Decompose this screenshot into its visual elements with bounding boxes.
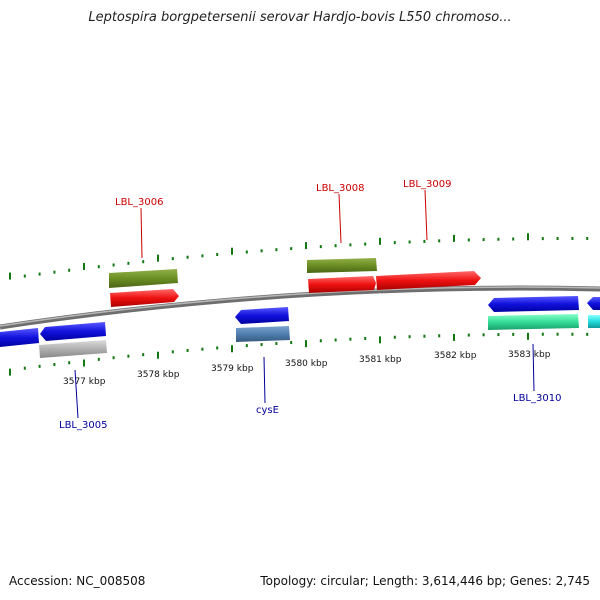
tick-label: 3579 kbp: [211, 364, 254, 374]
gene-feature-reverse: [39, 340, 107, 358]
tick-label: 3581 kbp: [359, 355, 402, 365]
tick-label: 3577 kbp: [63, 377, 106, 387]
gene-feature-forward: [307, 258, 377, 273]
gene-label-lbl-3008[interactable]: LBL_3008: [316, 183, 364, 194]
topology-text: Topology: circular; Length: 3,614,446 bp…: [260, 574, 590, 588]
cds-arrow-reverse: [40, 322, 106, 341]
gene-feature-forward: [109, 269, 178, 288]
tick-label: 3580 kbp: [285, 359, 328, 369]
backbone: [0, 285, 600, 330]
accession-text: Accession: NC_008508: [9, 574, 146, 588]
cds-arrow-reverse: [587, 297, 600, 310]
cds-arrow-forward: [308, 276, 376, 293]
tick-label: 3578 kbp: [137, 370, 180, 380]
gene-feature-reverse: [488, 314, 579, 330]
gene-label-lbl-3010[interactable]: LBL_3010: [513, 393, 561, 404]
cds-arrow-reverse: [0, 328, 39, 347]
outer-tick-ring: [9, 233, 589, 280]
cds-arrow-forward: [110, 289, 179, 307]
gene-label-lbl-3009[interactable]: LBL_3009: [403, 179, 451, 190]
tick-label: 3582 kbp: [434, 351, 477, 361]
gene-label-lbl-3006[interactable]: LBL_3006: [115, 197, 163, 208]
cds-arrow-reverse: [488, 296, 579, 312]
gene-feature-reverse: [588, 315, 600, 328]
cds-arrow-forward: [376, 271, 481, 290]
tick-label: 3583 kbp: [508, 350, 551, 360]
gene-label-cyse[interactable]: cysE: [256, 405, 279, 416]
map-title: Leptospira borgpetersenii serovar Hardjo…: [88, 10, 512, 25]
gene-feature-reverse: [236, 326, 290, 342]
cds-arrow-reverse: [235, 307, 289, 324]
inner-tick-ring: [9, 332, 589, 376]
gene-label-lbl-3005[interactable]: LBL_3005: [59, 420, 107, 431]
